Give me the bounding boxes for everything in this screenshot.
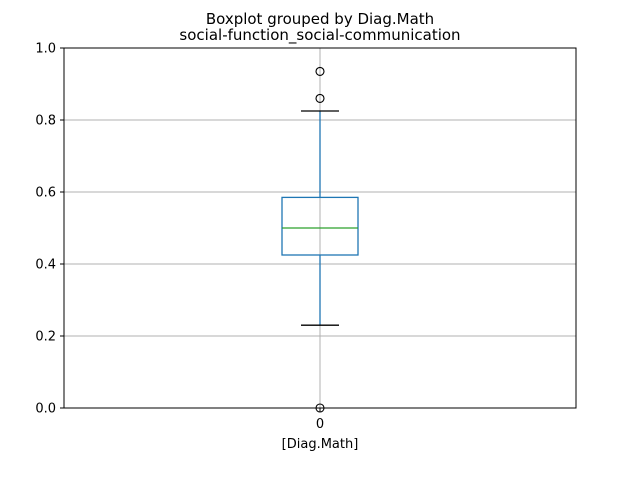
chart-subtitle: social-function_social-communication xyxy=(179,26,460,45)
y-tick-label: 0.0 xyxy=(35,402,56,417)
x-tick-label: 0 xyxy=(316,417,324,432)
interquartile-box xyxy=(281,196,359,256)
y-tick-label: 0.6 xyxy=(35,186,56,201)
x-axis-ticks: 0 xyxy=(316,408,324,432)
y-tick-label: 0.4 xyxy=(35,258,56,273)
y-axis-ticks: 0.0 0.2 0.4 0.6 0.8 1.0 xyxy=(35,42,64,417)
y-tick-label: 1.0 xyxy=(35,42,56,57)
y-tick-label: 0.2 xyxy=(35,330,56,345)
x-axis-label: [Diag.Math] xyxy=(282,437,359,452)
outlier-point xyxy=(315,66,325,76)
y-tick-label: 0.8 xyxy=(35,114,56,129)
outlier-point xyxy=(315,93,325,103)
chart-title: Boxplot grouped by Diag.Math xyxy=(206,10,434,28)
